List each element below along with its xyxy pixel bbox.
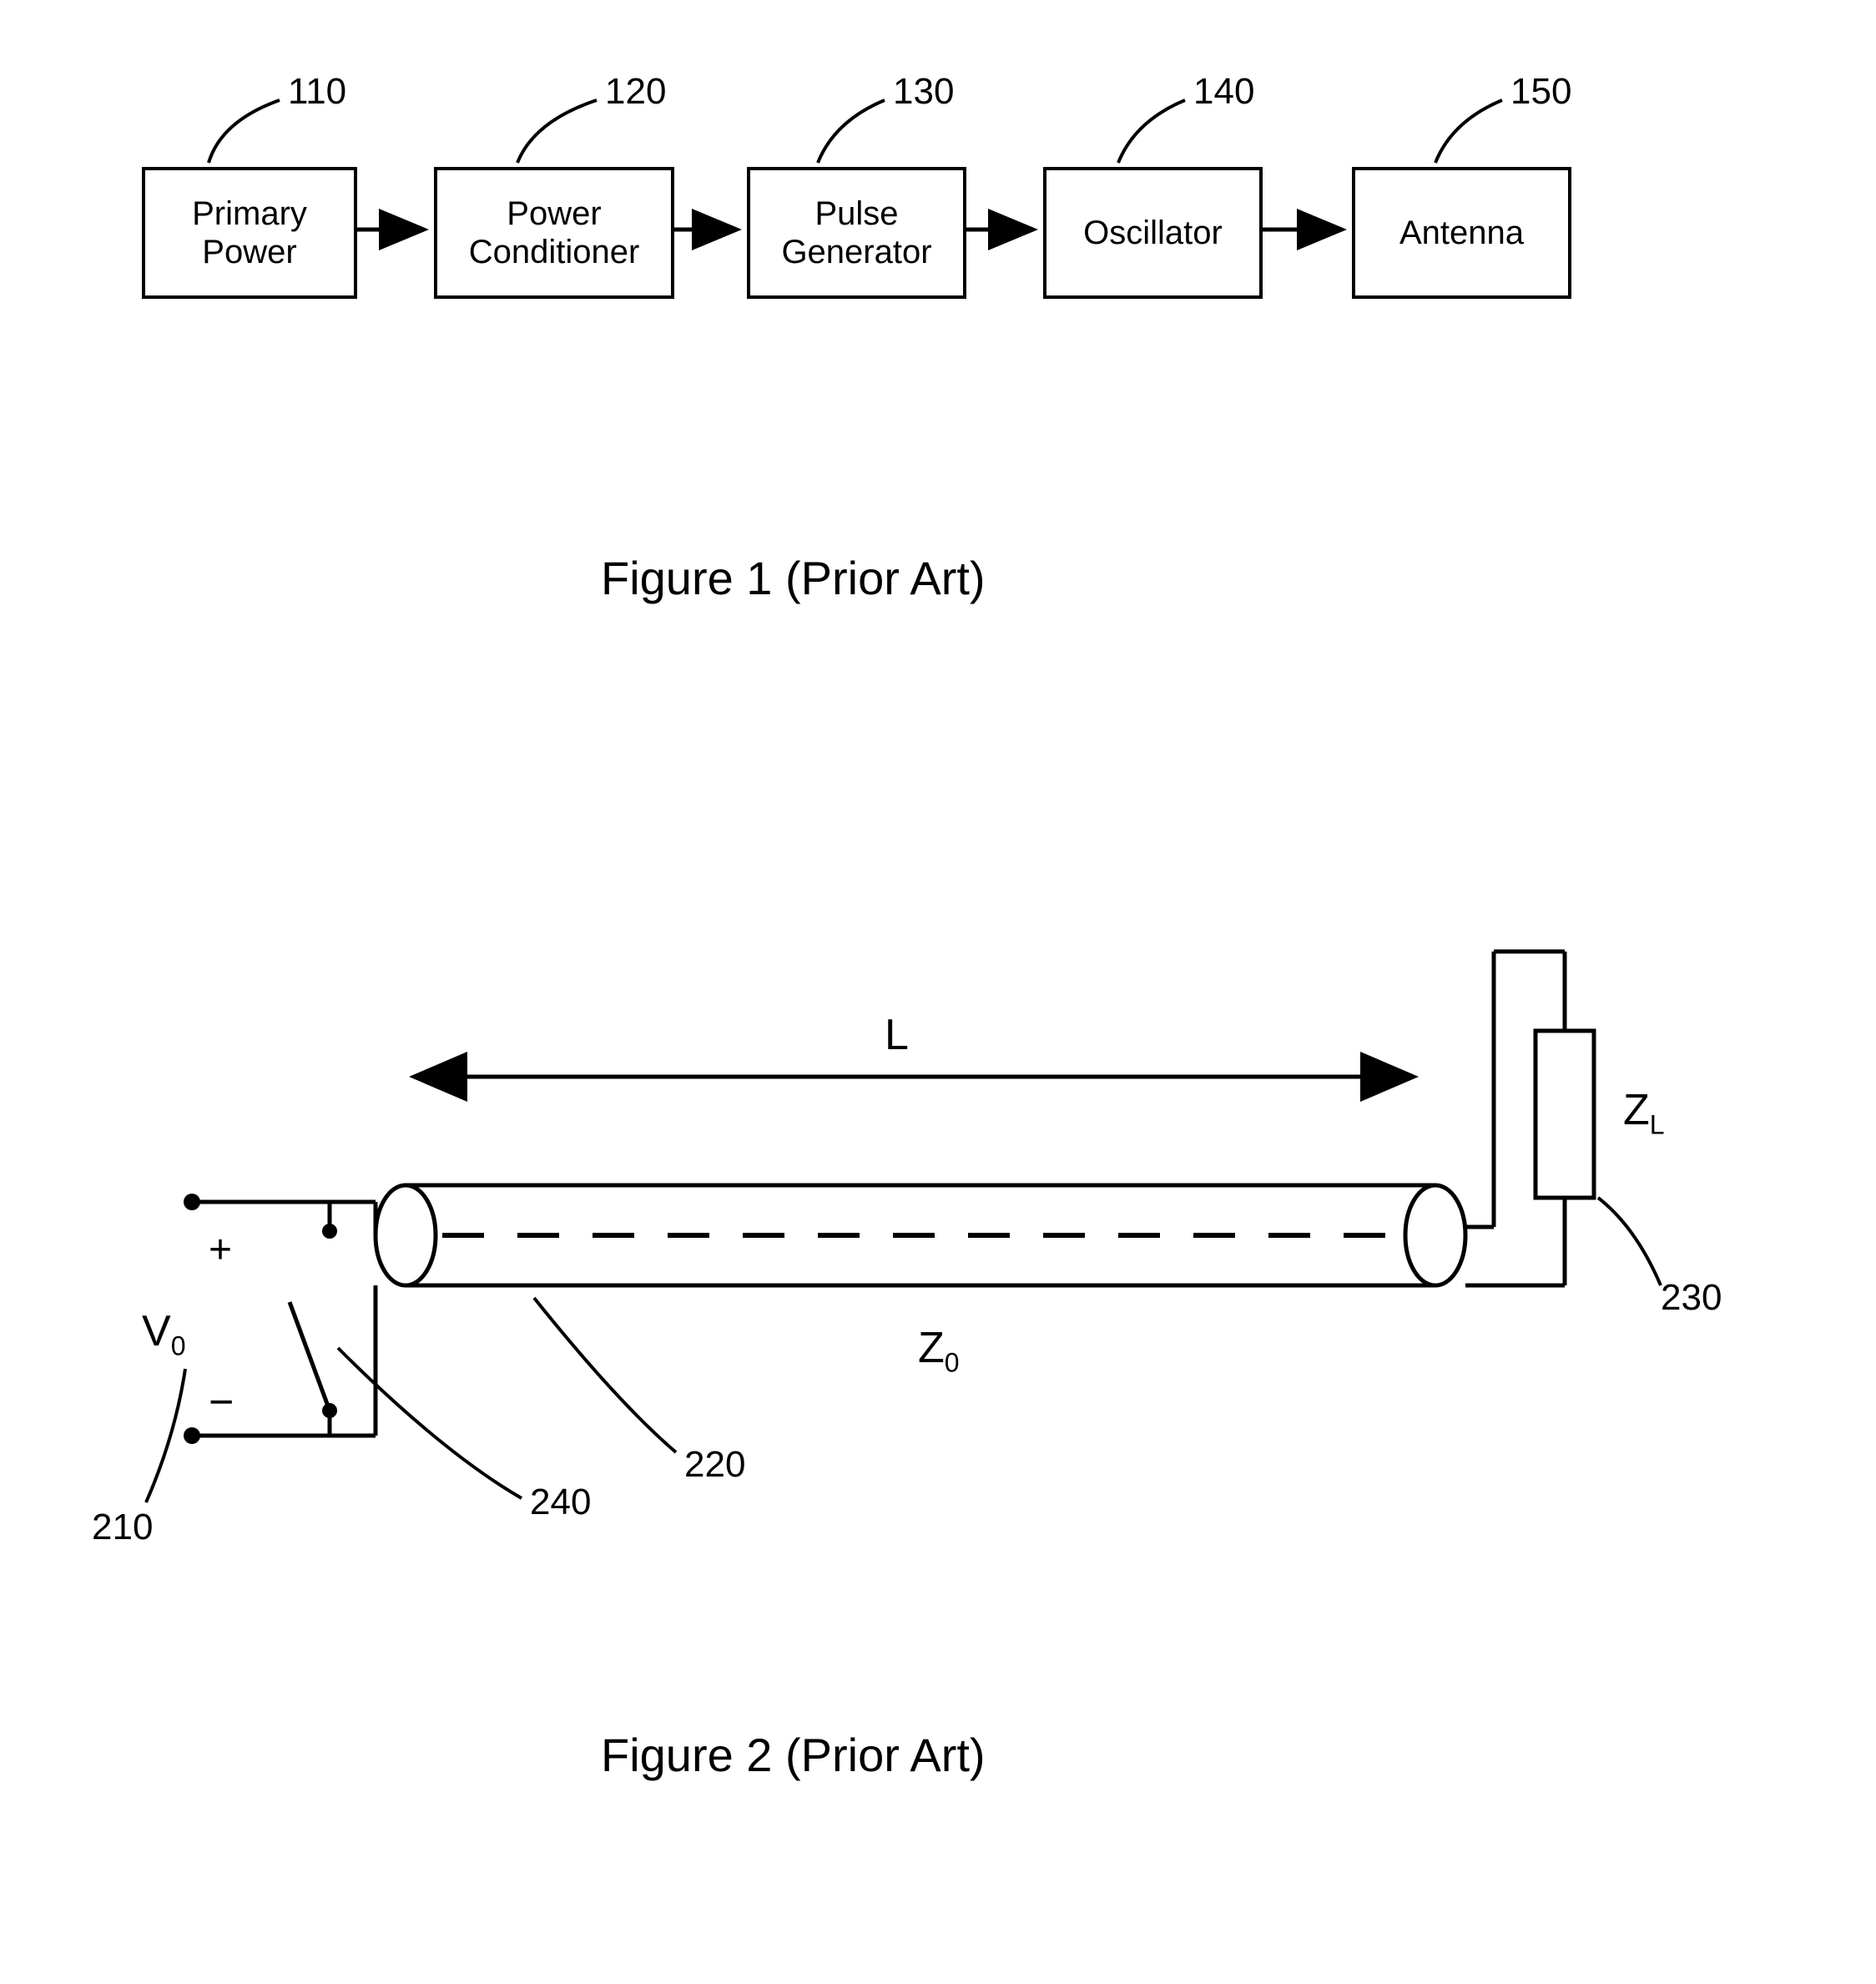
fig2-ZL-base: Z <box>1623 1086 1650 1134</box>
fig2-Z0-sub: 0 <box>945 1347 960 1377</box>
fig2-ZL-sub: L <box>1650 1109 1665 1139</box>
fig2-Z0-base: Z <box>918 1324 945 1372</box>
fig2-minus: − <box>209 1377 234 1427</box>
fig2-ref-240: 240 <box>530 1482 591 1523</box>
fig2-label-ZL: ZL <box>1623 1085 1665 1140</box>
fig2-caption: Figure 2 (Prior Art) <box>601 1728 986 1782</box>
fig2-label-L: L <box>885 1010 909 1060</box>
fig2-plus: + <box>209 1227 232 1273</box>
fig2-ref-220: 220 <box>684 1444 745 1486</box>
fig2-V0: V0 <box>142 1306 185 1361</box>
fig2-ref-230: 230 <box>1661 1277 1722 1319</box>
fig2-svg <box>0 0 1876 1984</box>
fig2-ref-210: 210 <box>92 1507 153 1548</box>
page: Primary Power Power Conditioner Pulse Ge… <box>0 0 1876 1984</box>
fig2-V0-base: V <box>142 1307 171 1355</box>
fig2-label-Z0: Z0 <box>918 1323 960 1378</box>
fig2-V0-sub: 0 <box>171 1330 186 1361</box>
